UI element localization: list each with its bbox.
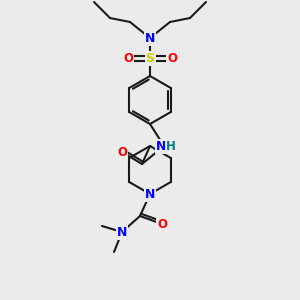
Text: N: N <box>117 226 127 238</box>
Text: N: N <box>145 32 155 44</box>
Text: O: O <box>157 218 167 230</box>
Text: O: O <box>167 52 177 64</box>
Text: N: N <box>145 188 155 200</box>
Text: O: O <box>117 146 127 158</box>
Text: S: S <box>146 52 154 64</box>
Text: O: O <box>123 52 133 64</box>
Text: N: N <box>156 140 166 152</box>
Text: H: H <box>166 140 176 152</box>
